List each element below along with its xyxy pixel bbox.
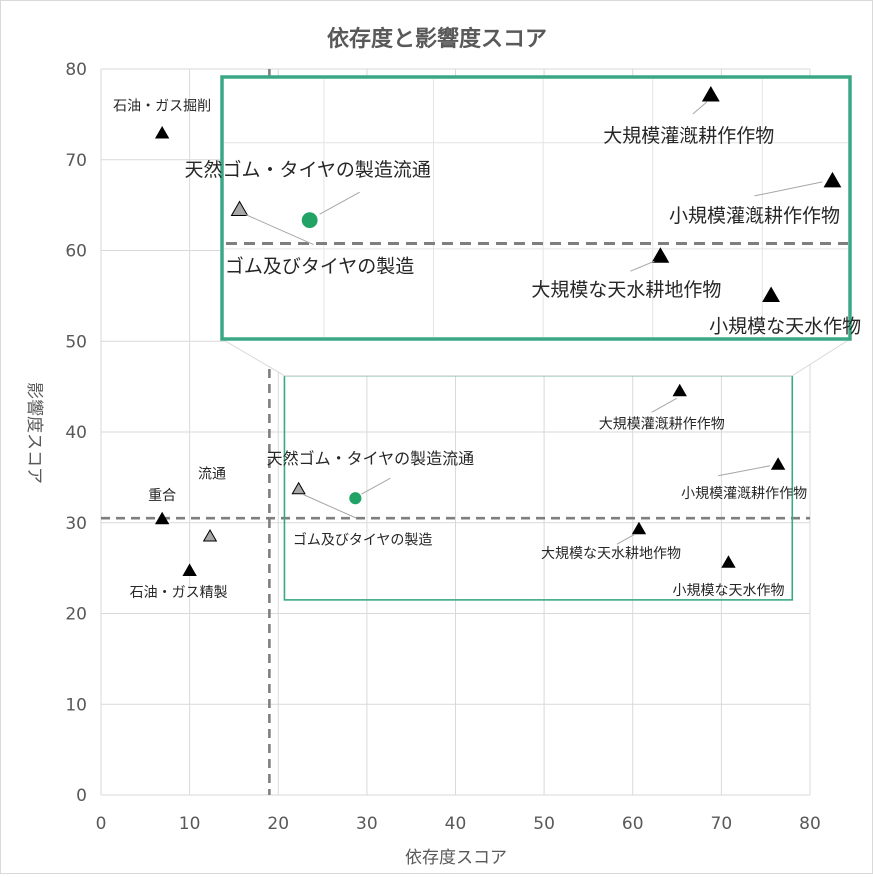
- x-tick-label: 10: [179, 814, 201, 834]
- y-tick-label: 40: [65, 423, 87, 443]
- inset-leader-line: [319, 191, 360, 215]
- data-point: [762, 286, 781, 302]
- data-point: [154, 126, 170, 139]
- leader-line: [718, 465, 771, 477]
- x-tick-label: 30: [356, 814, 378, 834]
- data-label: 天然ゴム・タイヤの製造流通: [267, 449, 475, 468]
- data-label: 流通: [198, 466, 226, 482]
- data-point: [182, 563, 197, 576]
- x-axis-title: 依存度スコア: [405, 848, 507, 868]
- data-label: 石油・ガス掘削: [113, 99, 211, 115]
- y-tick-label: 0: [76, 786, 87, 806]
- x-tick-label: 70: [711, 814, 733, 834]
- data-label: 重合: [148, 488, 176, 504]
- y-tick-label: 30: [65, 514, 87, 534]
- y-axis-title: 影響度スコア: [24, 382, 44, 484]
- data-points: [154, 126, 786, 576]
- data-label: ゴム及びタイヤの製造: [293, 531, 433, 548]
- y-tick-label: 60: [65, 242, 87, 262]
- inset-data-label: 大規模な天水耕地作物: [531, 279, 721, 301]
- leader-line: [361, 477, 391, 495]
- y-tick-label: 70: [65, 151, 87, 171]
- data-point: [701, 85, 720, 102]
- data-label: 小規模灌漑耕作作物: [681, 485, 807, 502]
- y-tick-label: 10: [65, 695, 87, 715]
- y-tick-label: 50: [65, 332, 87, 352]
- data-point: [202, 528, 218, 542]
- chart-title: 依存度と影響度スコア: [327, 26, 547, 52]
- y-tick-label: 80: [65, 60, 87, 80]
- data-point: [230, 200, 249, 217]
- data-label: 石油・ガス精製: [130, 585, 228, 601]
- zoom-inset: ゴム及びタイヤの製造 天然ゴム・タイヤの製造流通 大規模灌漑耕作作物小規模灌漑耕作作…: [184, 75, 861, 377]
- data-point: [291, 481, 306, 495]
- x-tick-label: 60: [622, 814, 644, 834]
- zoom-inset-box: [220, 75, 852, 341]
- x-tick-label: 80: [799, 814, 821, 834]
- inset-leader-line: [245, 214, 314, 245]
- tick-labels: 0 10 20 30 40 50 60 70 80 0 10 20 30 40 50 60 70 80: [65, 60, 820, 834]
- data-labels: 石油・ガス掘削重合石油・ガス精製流通ゴム及びタイヤの製造天然ゴム・タイヤの製造流…: [113, 99, 807, 601]
- inset-leader-line: [692, 101, 708, 115]
- inset-data-label: 大規模灌漑耕作作物: [603, 125, 774, 147]
- inset-leader-line: [754, 181, 823, 197]
- data-point: [651, 247, 670, 263]
- data-label: 大規模な天水耕地作物: [541, 545, 681, 562]
- x-tick-label: 20: [267, 814, 289, 834]
- data-point-highlight: [300, 210, 320, 230]
- leader-line: [616, 533, 636, 545]
- inset-data-label: 小規模灌漑耕作作物: [669, 205, 840, 227]
- data-point: [154, 511, 170, 525]
- leader-line: [651, 397, 677, 413]
- data-point: [672, 383, 687, 397]
- data-point: [721, 555, 736, 568]
- x-tick-label: 40: [445, 814, 467, 834]
- leader-line: [302, 493, 357, 519]
- inset-data-label: 小規模な天水作物: [709, 315, 861, 337]
- inset-data-label: ゴム及びタイヤの製造: [225, 256, 414, 278]
- x-tick-label: 0: [96, 814, 107, 834]
- zoom-connector: [220, 338, 852, 377]
- x-tick-label: 50: [533, 814, 555, 834]
- data-point-highlight: [347, 490, 363, 506]
- data-point: [770, 457, 786, 470]
- data-label: 小規模な天水作物: [672, 583, 784, 599]
- inset-data-label: 天然ゴム・タイヤの製造流通: [184, 159, 430, 181]
- data-label: 大規模灌漑耕作作物: [599, 415, 725, 432]
- data-point: [631, 521, 647, 535]
- data-point: [823, 171, 842, 188]
- y-tick-label: 20: [65, 605, 87, 625]
- inset-leader-line: [630, 260, 655, 272]
